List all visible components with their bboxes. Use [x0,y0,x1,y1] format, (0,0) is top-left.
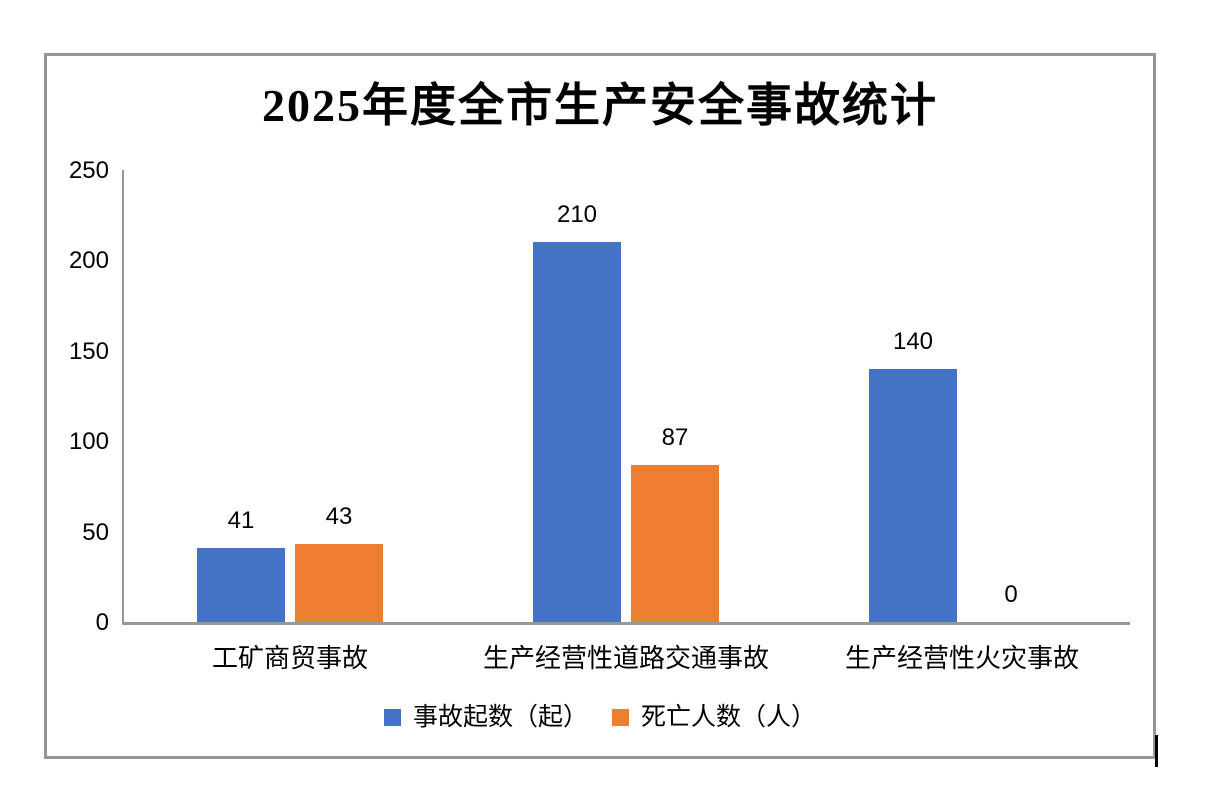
bar[interactable] [631,465,719,622]
bar-value-label: 87 [661,424,689,451]
y-axis-tick-label: 0 [95,609,109,636]
bar-value-label: 210 [556,201,598,228]
chart-title: 2025年度全市生产安全事故统计 [262,80,938,131]
plot-area: 0 50 100 150 200 250 41 43 210 87 140 0 工矿商贸事故 生产经营… [47,56,1153,756]
y-axis-tick-label: 100 [68,428,109,456]
x-axis-category-label: 工矿商贸事故 [211,643,369,673]
y-axis-tick-label: 150 [68,337,109,365]
bar[interactable] [295,544,383,622]
legend-color-swatch [612,708,629,726]
bar[interactable] [197,548,285,622]
bar[interactable] [869,369,957,622]
chart-legend: 事故起数（起） 死亡人数（人） [47,702,1153,732]
y-axis-line [122,170,124,624]
legend-item[interactable]: 事故起数（起） [383,702,588,732]
y-axis-tick-label: 50 [82,518,109,546]
x-axis-category-label: 生产经营性道路交通事故 [482,643,770,673]
chart-container[interactable]: 2025年度全市生产安全事故统计 0 50 100 150 200 250 41 43 210… [44,53,1156,759]
legend-item[interactable]: 死亡人数（人） [612,702,816,732]
legend-label: 死亡人数（人） [641,703,817,731]
x-axis-line [122,622,1130,625]
bar-value-label: 43 [325,503,353,530]
bar[interactable] [533,242,621,622]
legend-color-swatch [383,708,401,726]
x-axis-category-label: 生产经营性火灾事故 [844,643,1080,673]
legend-label: 事故起数（起） [412,703,588,731]
text-cursor-caret [1155,735,1158,767]
y-axis-tick-label: 250 [68,157,109,184]
bar-value-label: 140 [892,328,934,355]
bar-value-label: 41 [227,507,255,534]
y-axis-tick-label: 200 [68,247,109,275]
bar-value-label: 0 [1004,581,1018,608]
